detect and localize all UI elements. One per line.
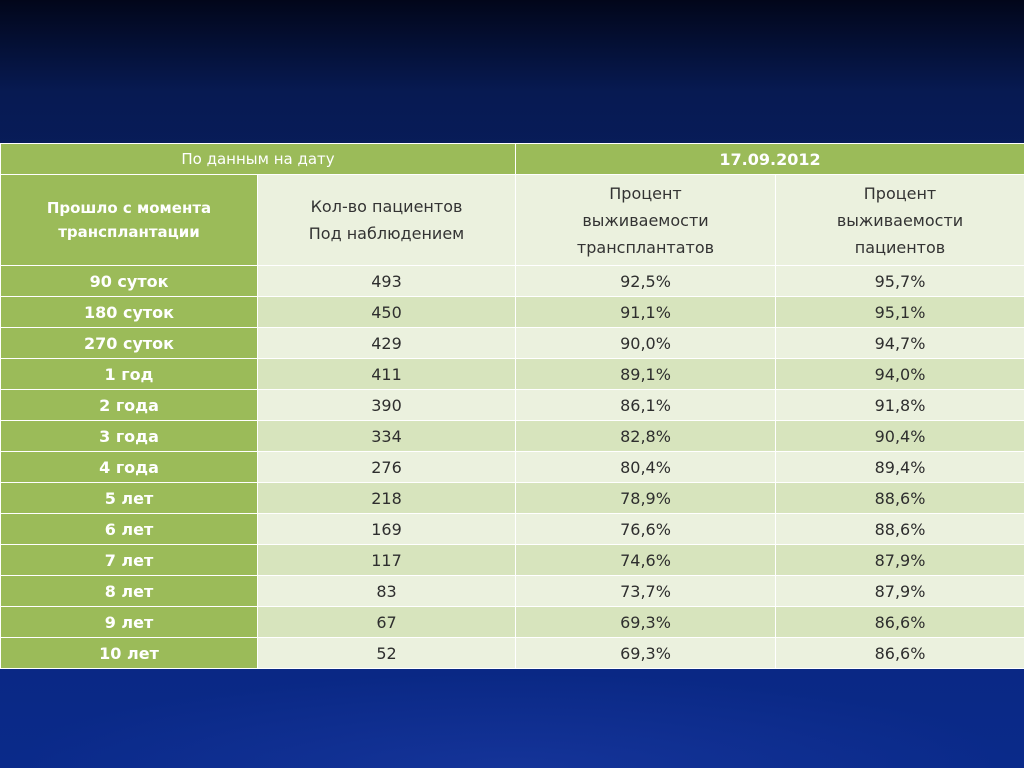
table-row: 180 суток 450 91,1% 95,1% — [0, 296, 1024, 328]
graft-survival-cell: 78,9% — [515, 482, 776, 514]
patients-cell: 169 — [257, 513, 516, 545]
slide-background-glow — [0, 673, 1024, 768]
column-header-period-line-2: трансплантации — [58, 223, 200, 241]
patients-cell: 52 — [257, 637, 516, 669]
graft-survival-cell: 92,5% — [515, 265, 776, 297]
column-header-period: Прошло с момента трансплантации — [0, 174, 258, 266]
graft-survival-cell: 76,6% — [515, 513, 776, 545]
graft-survival-cell: 69,3% — [515, 637, 776, 669]
period-cell: 6 лет — [0, 513, 258, 545]
table-row: 8 лет 83 73,7% 87,9% — [0, 575, 1024, 607]
period-cell: 3 года — [0, 420, 258, 452]
period-cell: 4 года — [0, 451, 258, 483]
graft-survival-cell: 80,4% — [515, 451, 776, 483]
period-cell: 180 суток — [0, 296, 258, 328]
column-header-patient-survival-line-2: выживаемости — [836, 210, 964, 230]
patients-cell: 218 — [257, 482, 516, 514]
period-cell: 2 года — [0, 389, 258, 421]
graft-survival-cell: 86,1% — [515, 389, 776, 421]
column-header-patients-line-1: Кол-во пациентов — [310, 197, 463, 216]
period-cell: 90 суток — [0, 265, 258, 297]
patient-survival-cell: 88,6% — [775, 482, 1024, 514]
table-row: 5 лет 218 78,9% 88,6% — [0, 482, 1024, 514]
patients-cell: 493 — [257, 265, 516, 297]
column-header-patient-survival: Процент выживаемости пациентов — [775, 174, 1024, 266]
period-cell: 5 лет — [0, 482, 258, 514]
table-row: 7 лет 117 74,6% 87,9% — [0, 544, 1024, 576]
graft-survival-cell: 74,6% — [515, 544, 776, 576]
table-row: 2 года 390 86,1% 91,8% — [0, 389, 1024, 421]
graft-survival-cell: 91,1% — [515, 296, 776, 328]
patients-cell: 334 — [257, 420, 516, 452]
period-cell: 9 лет — [0, 606, 258, 638]
table-row: 270 суток 429 90,0% 94,7% — [0, 327, 1024, 359]
table-row: 4 года 276 80,4% 89,4% — [0, 451, 1024, 483]
patients-cell: 83 — [257, 575, 516, 607]
period-cell: 10 лет — [0, 637, 258, 669]
patients-cell: 450 — [257, 296, 516, 328]
column-header-patients-line-2: Под наблюдением — [308, 224, 465, 243]
table-row: 9 лет 67 69,3% 86,6% — [0, 606, 1024, 638]
column-header-graft-survival: Процент выживаемости трансплантатов — [515, 174, 776, 266]
period-cell: 1 год — [0, 358, 258, 390]
survival-table: По данным на дату 17.09.2012 Прошло с мо… — [0, 143, 1024, 669]
patients-cell: 429 — [257, 327, 516, 359]
patient-survival-cell: 94,0% — [775, 358, 1024, 390]
period-cell: 8 лет — [0, 575, 258, 607]
table-row: 10 лет 52 69,3% 86,6% — [0, 637, 1024, 669]
patients-cell: 67 — [257, 606, 516, 638]
header-row: Прошло с момента трансплантации Кол-во п… — [0, 174, 1024, 266]
patients-cell: 411 — [257, 358, 516, 390]
table-row: 90 суток 493 92,5% 95,7% — [0, 265, 1024, 297]
table-row: 1 год 411 89,1% 94,0% — [0, 358, 1024, 390]
period-cell: 7 лет — [0, 544, 258, 576]
date-row: По данным на дату 17.09.2012 — [0, 143, 1024, 175]
patients-cell: 390 — [257, 389, 516, 421]
patients-cell: 276 — [257, 451, 516, 483]
column-header-graft-survival-line-1: Процент — [609, 183, 682, 203]
column-header-patients: Кол-во пациентов Под наблюдением — [257, 174, 516, 266]
patient-survival-cell: 95,7% — [775, 265, 1024, 297]
patient-survival-cell: 91,8% — [775, 389, 1024, 421]
column-header-period-line-1: Прошло с момента — [46, 199, 212, 217]
patient-survival-cell: 95,1% — [775, 296, 1024, 328]
table-body: По данным на дату 17.09.2012 Прошло с мо… — [0, 143, 1024, 669]
patient-survival-cell: 86,6% — [775, 606, 1024, 638]
table-row: 3 года 334 82,8% 90,4% — [0, 420, 1024, 452]
patient-survival-cell: 87,9% — [775, 575, 1024, 607]
table-row: 6 лет 169 76,6% 88,6% — [0, 513, 1024, 545]
patient-survival-cell: 94,7% — [775, 327, 1024, 359]
column-header-patient-survival-line-3: пациентов — [854, 237, 946, 257]
patient-survival-cell: 88,6% — [775, 513, 1024, 545]
date-label: По данным на дату — [0, 143, 516, 175]
patient-survival-cell: 89,4% — [775, 451, 1024, 483]
graft-survival-cell: 73,7% — [515, 575, 776, 607]
column-header-graft-survival-line-2: выживаемости — [582, 210, 709, 230]
period-cell: 270 суток — [0, 327, 258, 359]
patient-survival-cell: 87,9% — [775, 544, 1024, 576]
graft-survival-cell: 89,1% — [515, 358, 776, 390]
patients-cell: 117 — [257, 544, 516, 576]
patient-survival-cell: 86,6% — [775, 637, 1024, 669]
graft-survival-cell: 90,0% — [515, 327, 776, 359]
date-value: 17.09.2012 — [515, 143, 1024, 175]
column-header-graft-survival-line-3: трансплантатов — [576, 237, 715, 257]
patient-survival-cell: 90,4% — [775, 420, 1024, 452]
graft-survival-cell: 69,3% — [515, 606, 776, 638]
graft-survival-cell: 82,8% — [515, 420, 776, 452]
column-header-patient-survival-line-1: Процент — [863, 183, 937, 203]
